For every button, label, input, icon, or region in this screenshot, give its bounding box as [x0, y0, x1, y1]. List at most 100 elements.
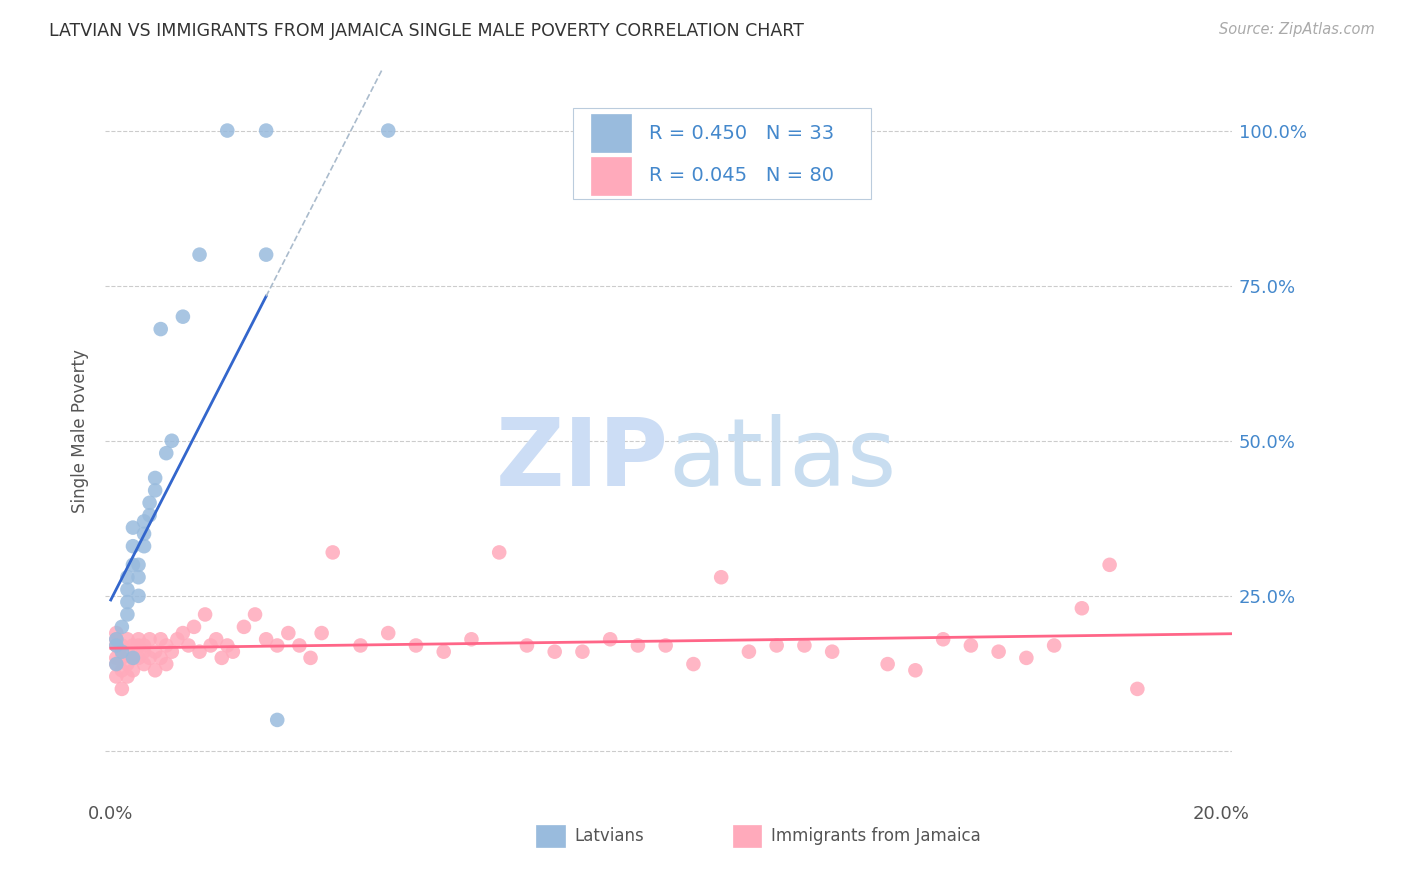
- Text: ZIP: ZIP: [495, 415, 668, 507]
- Point: [128, 570, 150, 584]
- Point: [277, 626, 299, 640]
- Point: [111, 620, 134, 634]
- Point: [765, 639, 787, 653]
- Point: [876, 657, 898, 671]
- Text: atlas: atlas: [668, 415, 897, 507]
- Point: [122, 651, 145, 665]
- Point: [266, 639, 288, 653]
- Point: [122, 651, 145, 665]
- Point: [117, 570, 139, 584]
- Point: [377, 626, 399, 640]
- Point: [211, 651, 233, 665]
- Point: [172, 626, 194, 640]
- Point: [122, 558, 145, 572]
- Point: [105, 651, 128, 665]
- Point: [132, 526, 155, 541]
- Point: [793, 639, 815, 653]
- Point: [143, 483, 166, 498]
- Text: R = 0.045   N = 80: R = 0.045 N = 80: [650, 167, 834, 186]
- Point: [233, 620, 256, 634]
- Point: [205, 632, 228, 647]
- Point: [143, 645, 166, 659]
- Point: [311, 626, 333, 640]
- Point: [117, 582, 139, 597]
- Point: [117, 595, 139, 609]
- Point: [254, 123, 277, 137]
- Y-axis label: Single Male Poverty: Single Male Poverty: [72, 350, 89, 514]
- Point: [111, 639, 134, 653]
- Point: [149, 322, 172, 336]
- Text: Latvians: Latvians: [575, 827, 644, 845]
- Point: [155, 657, 177, 671]
- Point: [1043, 639, 1066, 653]
- Point: [138, 508, 160, 523]
- Point: [132, 657, 155, 671]
- Point: [433, 645, 456, 659]
- Point: [128, 589, 150, 603]
- Point: [322, 545, 344, 559]
- Point: [188, 645, 211, 659]
- Point: [149, 632, 172, 647]
- Point: [105, 639, 128, 653]
- Point: [172, 310, 194, 324]
- Point: [299, 651, 322, 665]
- FancyBboxPatch shape: [572, 109, 872, 199]
- Text: R = 0.450   N = 33: R = 0.450 N = 33: [650, 124, 834, 143]
- Point: [155, 639, 177, 653]
- Point: [1070, 601, 1092, 615]
- Point: [155, 446, 177, 460]
- Point: [117, 645, 139, 659]
- Point: [117, 607, 139, 622]
- Point: [111, 651, 134, 665]
- Point: [460, 632, 482, 647]
- Point: [117, 632, 139, 647]
- Point: [288, 639, 311, 653]
- Point: [738, 645, 761, 659]
- Point: [132, 645, 155, 659]
- Point: [1126, 681, 1149, 696]
- Point: [987, 645, 1010, 659]
- Point: [188, 247, 211, 261]
- Text: LATVIAN VS IMMIGRANTS FROM JAMAICA SINGLE MALE POVERTY CORRELATION CHART: LATVIAN VS IMMIGRANTS FROM JAMAICA SINGL…: [49, 22, 804, 40]
- Point: [516, 639, 538, 653]
- Point: [117, 657, 139, 671]
- Point: [544, 645, 567, 659]
- Point: [105, 632, 128, 647]
- Point: [177, 639, 200, 653]
- Point: [194, 607, 217, 622]
- Point: [117, 669, 139, 683]
- Point: [904, 663, 927, 677]
- Point: [132, 515, 155, 529]
- Point: [254, 632, 277, 647]
- Point: [243, 607, 266, 622]
- Point: [105, 657, 128, 671]
- Point: [821, 645, 844, 659]
- Point: [160, 434, 183, 448]
- Point: [166, 632, 188, 647]
- Text: Immigrants from Jamaica: Immigrants from Jamaica: [772, 827, 981, 845]
- Point: [149, 651, 172, 665]
- Point: [128, 651, 150, 665]
- Point: [377, 123, 399, 137]
- Point: [122, 520, 145, 534]
- Point: [122, 639, 145, 653]
- Point: [138, 496, 160, 510]
- FancyBboxPatch shape: [591, 114, 631, 152]
- Point: [122, 663, 145, 677]
- Point: [132, 539, 155, 553]
- Point: [960, 639, 983, 653]
- Point: [222, 645, 245, 659]
- Point: [105, 639, 128, 653]
- Point: [105, 632, 128, 647]
- Point: [111, 645, 134, 659]
- Point: [200, 639, 222, 653]
- Point: [132, 639, 155, 653]
- Point: [143, 663, 166, 677]
- Point: [105, 669, 128, 683]
- Point: [682, 657, 704, 671]
- Point: [128, 558, 150, 572]
- Point: [932, 632, 955, 647]
- Point: [710, 570, 733, 584]
- Point: [105, 626, 128, 640]
- Point: [111, 663, 134, 677]
